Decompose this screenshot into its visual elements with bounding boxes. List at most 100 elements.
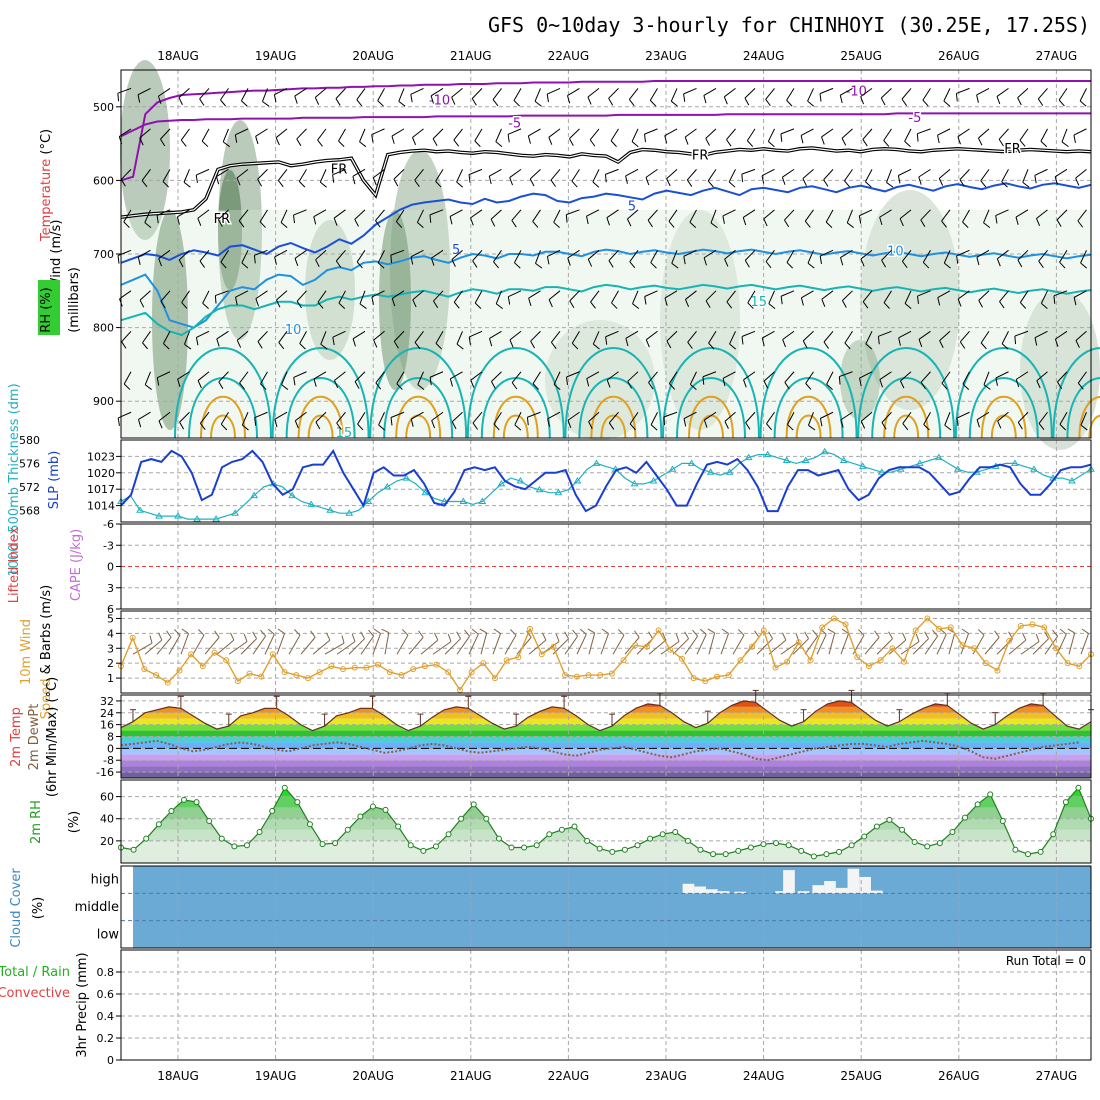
wind-barb-flag [320,343,328,350]
wind-speed-point [702,678,709,685]
bottom-date-label: 27AUG [1036,1069,1078,1083]
contour-label: -5 [908,111,921,126]
wind-barb-flag [1044,631,1049,639]
wind-barb-flag [1059,628,1067,635]
wind-barb [782,330,795,340]
wind-barb-flag [493,261,499,269]
wind-barb [294,87,307,97]
wind-barb [433,290,444,302]
wind-barb [317,290,327,303]
wind-barb-flag [202,302,209,309]
wind-barb [586,209,600,217]
wind-speed-point [550,643,557,650]
wind-speed-point [971,645,978,652]
axis-label-part: 2m Temp [9,707,24,767]
wind-barb-flag [860,96,865,105]
wind-barb-flag [699,628,707,635]
wind-barb [431,411,444,421]
wind-barb-flag [786,99,793,107]
wind-barb [841,128,853,139]
wind-barb [332,330,346,338]
li-axis-label: Lifted Index [7,526,22,603]
wind-barb-flag [493,423,500,431]
axis-label-part: 2m DewPt [27,704,42,771]
wind-barb-flag [222,141,230,148]
bottom-date-label: 22AUG [548,1069,590,1083]
temp-band [121,766,1091,773]
wind-barb-flag [468,336,471,345]
wind-barb [1055,330,1068,340]
wind-barb-flag [1073,297,1077,306]
rh-shading [305,220,355,360]
wind-barb [782,168,795,178]
wind-barb [293,209,307,216]
wind-barb-flag [631,141,639,148]
wind-barb-flag [572,629,579,637]
wind-barb-flag [608,98,614,106]
low-level-isotherm [662,347,760,439]
wind-barb-flag [670,100,678,107]
wind-barb [800,128,814,136]
wind-barb-flag [184,343,192,350]
wind-barb [710,209,717,224]
wind-barb [569,128,580,139]
wind-barb-flag [195,174,198,184]
wind-barb [138,411,151,420]
wind-barb-flag [262,101,270,107]
wind-barb [865,331,873,345]
rh-point [949,829,956,836]
wind-barb [199,249,210,262]
rh-point [483,815,490,822]
rh-point [621,846,628,853]
wind-barb [744,88,756,99]
low-level-isotherm [688,395,734,439]
low-level-isotherm [795,414,822,439]
rh-point [180,796,187,803]
wind-barb-flag [980,180,987,188]
wind-barb-flag [507,134,510,143]
wind-barb-flag [841,628,849,634]
wind-barb [722,209,736,217]
wind-barb-flag [808,424,816,431]
rh-point [395,823,402,830]
wind-barb-flag [354,219,359,227]
wind-barb [670,88,678,102]
wind-barb-flag [173,629,181,636]
wind-barb [705,290,717,302]
cloud-gap-bar [717,891,730,894]
wind-speed-point [223,657,230,664]
wind-barb-flag [214,630,220,638]
wind-barb [1073,128,1087,136]
wind-barb-flag [784,219,790,228]
wind-barb [489,168,502,177]
wind-barb-flag [137,94,141,103]
wind-barb [480,632,488,655]
wind-barb [288,634,301,655]
wind-barb [859,371,873,379]
wind-barb-flag [553,384,561,390]
temp-tick-label: 0 [107,742,114,755]
wind-barb [435,169,444,182]
wind-barb-flag [819,93,822,102]
cloud-level-label: low [97,927,120,942]
thickness-marker [573,477,582,484]
thickness-marker [820,447,829,455]
wind-barb-flag [880,97,886,106]
wind-barb-flag [273,94,277,103]
wind-barb-flag [592,343,600,350]
contour-label: FR [692,149,709,164]
wind-barb [1034,330,1048,339]
wind-barb [705,128,717,139]
wind-barb [139,128,151,139]
wind-barb [567,87,580,97]
wind-barb [918,330,931,340]
wind-barb [183,169,190,183]
slp-axis-label: SLP (mb) [47,451,62,510]
wind-barb-flag [862,301,869,309]
wind-speed-point [936,625,943,632]
wind-barb-flag [805,383,812,390]
wind-barb-flag [230,632,235,641]
wind-speed-point [924,615,931,622]
wind-barb-flag [782,339,787,348]
wind-barb-flag [862,139,868,147]
